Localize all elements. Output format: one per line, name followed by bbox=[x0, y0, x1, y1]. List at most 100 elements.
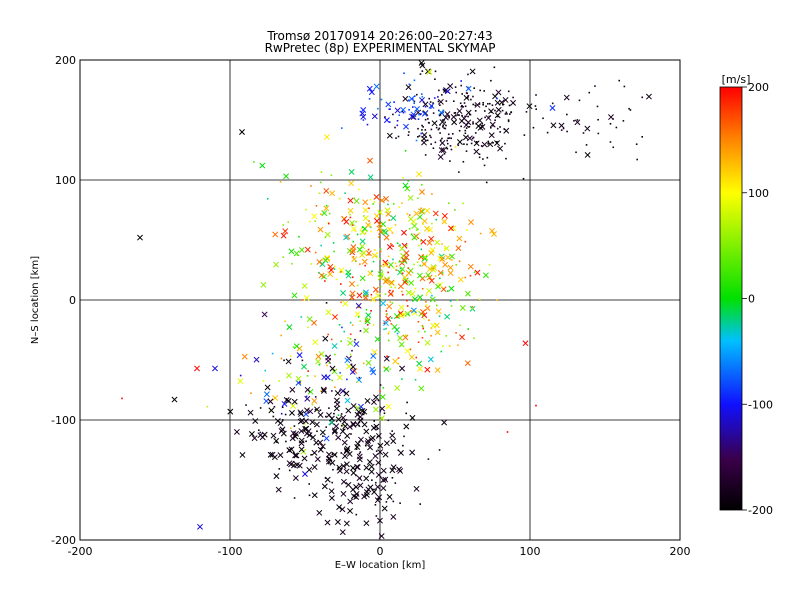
data-point-dot bbox=[451, 133, 454, 135]
data-point-dot bbox=[375, 252, 378, 254]
data-point-dot bbox=[331, 452, 334, 455]
data-point-cross bbox=[437, 153, 444, 160]
data-point-cross bbox=[430, 322, 437, 329]
data-point-cross bbox=[350, 403, 357, 409]
data-point-cross bbox=[404, 185, 411, 192]
data-point-dot bbox=[392, 203, 395, 205]
data-point-dot bbox=[385, 501, 388, 503]
data-point-dot bbox=[337, 467, 340, 469]
data-point-cross bbox=[645, 93, 652, 100]
data-point-dot bbox=[355, 448, 358, 450]
data-point-dot bbox=[271, 352, 274, 355]
data-point-cross bbox=[563, 94, 570, 101]
data-point-dot bbox=[350, 433, 352, 435]
data-point-dot bbox=[466, 92, 468, 95]
data-point-cross bbox=[481, 141, 488, 148]
data-point-dot bbox=[494, 119, 496, 122]
data-point-dot bbox=[481, 125, 484, 127]
data-point-dot bbox=[429, 101, 432, 103]
data-point-dot bbox=[512, 96, 514, 99]
data-point-cross bbox=[365, 359, 372, 366]
data-point-dot bbox=[328, 212, 331, 215]
data-point-dot bbox=[423, 317, 425, 320]
data-point-dot bbox=[434, 141, 437, 144]
data-point-cross bbox=[375, 432, 382, 439]
data-point-cross bbox=[329, 190, 336, 197]
data-point-dot bbox=[463, 102, 466, 104]
data-point-cross bbox=[434, 329, 441, 336]
data-point-dot bbox=[460, 80, 462, 82]
data-point-cross bbox=[411, 223, 418, 229]
data-point-dot bbox=[505, 157, 507, 160]
data-point-cross bbox=[413, 210, 420, 217]
data-point-cross bbox=[328, 488, 335, 495]
data-point-dot bbox=[472, 121, 474, 123]
data-point-cross bbox=[558, 122, 565, 129]
data-point-dot bbox=[482, 158, 484, 160]
data-point-dot bbox=[459, 102, 462, 105]
data-point-cross bbox=[377, 449, 384, 456]
data-point-cross bbox=[386, 303, 393, 310]
data-point-dot bbox=[451, 259, 453, 261]
data-point-dot bbox=[377, 236, 380, 238]
data-point-cross bbox=[372, 406, 379, 413]
data-point-cross bbox=[424, 339, 431, 346]
data-point-dot bbox=[315, 205, 318, 207]
data-point-cross bbox=[328, 495, 335, 502]
data-point-dot bbox=[401, 202, 403, 204]
data-point-cross bbox=[335, 416, 342, 423]
data-point-dot bbox=[440, 350, 443, 353]
data-point-cross bbox=[418, 208, 425, 215]
data-point-dot bbox=[318, 192, 321, 195]
data-point-dot bbox=[446, 142, 449, 145]
data-point-cross bbox=[365, 222, 372, 228]
data-point-dot bbox=[429, 134, 431, 137]
data-point-cross bbox=[305, 428, 312, 435]
data-point-dot bbox=[442, 345, 444, 347]
data-point-cross bbox=[324, 254, 331, 261]
data-point-dot bbox=[421, 95, 424, 98]
data-point-dot bbox=[641, 96, 644, 99]
data-point-dot bbox=[245, 404, 247, 406]
data-point-cross bbox=[353, 198, 360, 205]
data-point-dot bbox=[366, 123, 369, 126]
data-point-dot bbox=[455, 264, 458, 266]
data-point-dot bbox=[399, 502, 401, 504]
data-point-dot bbox=[478, 298, 481, 301]
data-point-dot bbox=[594, 85, 596, 87]
data-point-cross bbox=[310, 434, 316, 441]
data-point-cross bbox=[370, 353, 377, 360]
data-point-cross bbox=[324, 519, 331, 526]
data-point-dot bbox=[438, 449, 441, 451]
data-point-dot bbox=[566, 130, 568, 133]
data-point-cross bbox=[347, 197, 354, 204]
data-point-dot bbox=[510, 111, 512, 114]
data-point-cross bbox=[393, 326, 400, 333]
data-point-cross bbox=[346, 451, 353, 457]
data-point-cross bbox=[333, 423, 340, 430]
data-point-cross bbox=[279, 426, 286, 433]
data-point-dot bbox=[421, 124, 423, 127]
data-point-cross bbox=[291, 292, 298, 299]
data-point-cross bbox=[376, 221, 383, 228]
data-point-cross bbox=[364, 397, 371, 404]
data-point-dot bbox=[462, 106, 464, 108]
data-point-dot bbox=[419, 503, 422, 505]
data-point-cross bbox=[487, 141, 494, 148]
data-point-dot bbox=[379, 258, 382, 260]
data-point-dot bbox=[508, 113, 511, 115]
data-point-dot bbox=[334, 353, 336, 356]
data-point-dot bbox=[422, 223, 424, 225]
data-point-cross bbox=[273, 437, 280, 444]
data-point-cross bbox=[402, 95, 409, 102]
data-point-dot bbox=[320, 171, 323, 173]
data-point-dot bbox=[420, 132, 422, 135]
data-point-cross bbox=[318, 272, 325, 279]
data-point-dot bbox=[575, 151, 577, 154]
data-point-dot bbox=[437, 100, 440, 103]
data-point-dot bbox=[470, 98, 472, 101]
data-point-cross bbox=[442, 114, 449, 121]
data-point-cross bbox=[251, 435, 258, 442]
data-point-cross bbox=[331, 427, 338, 434]
data-point-cross bbox=[448, 225, 454, 232]
